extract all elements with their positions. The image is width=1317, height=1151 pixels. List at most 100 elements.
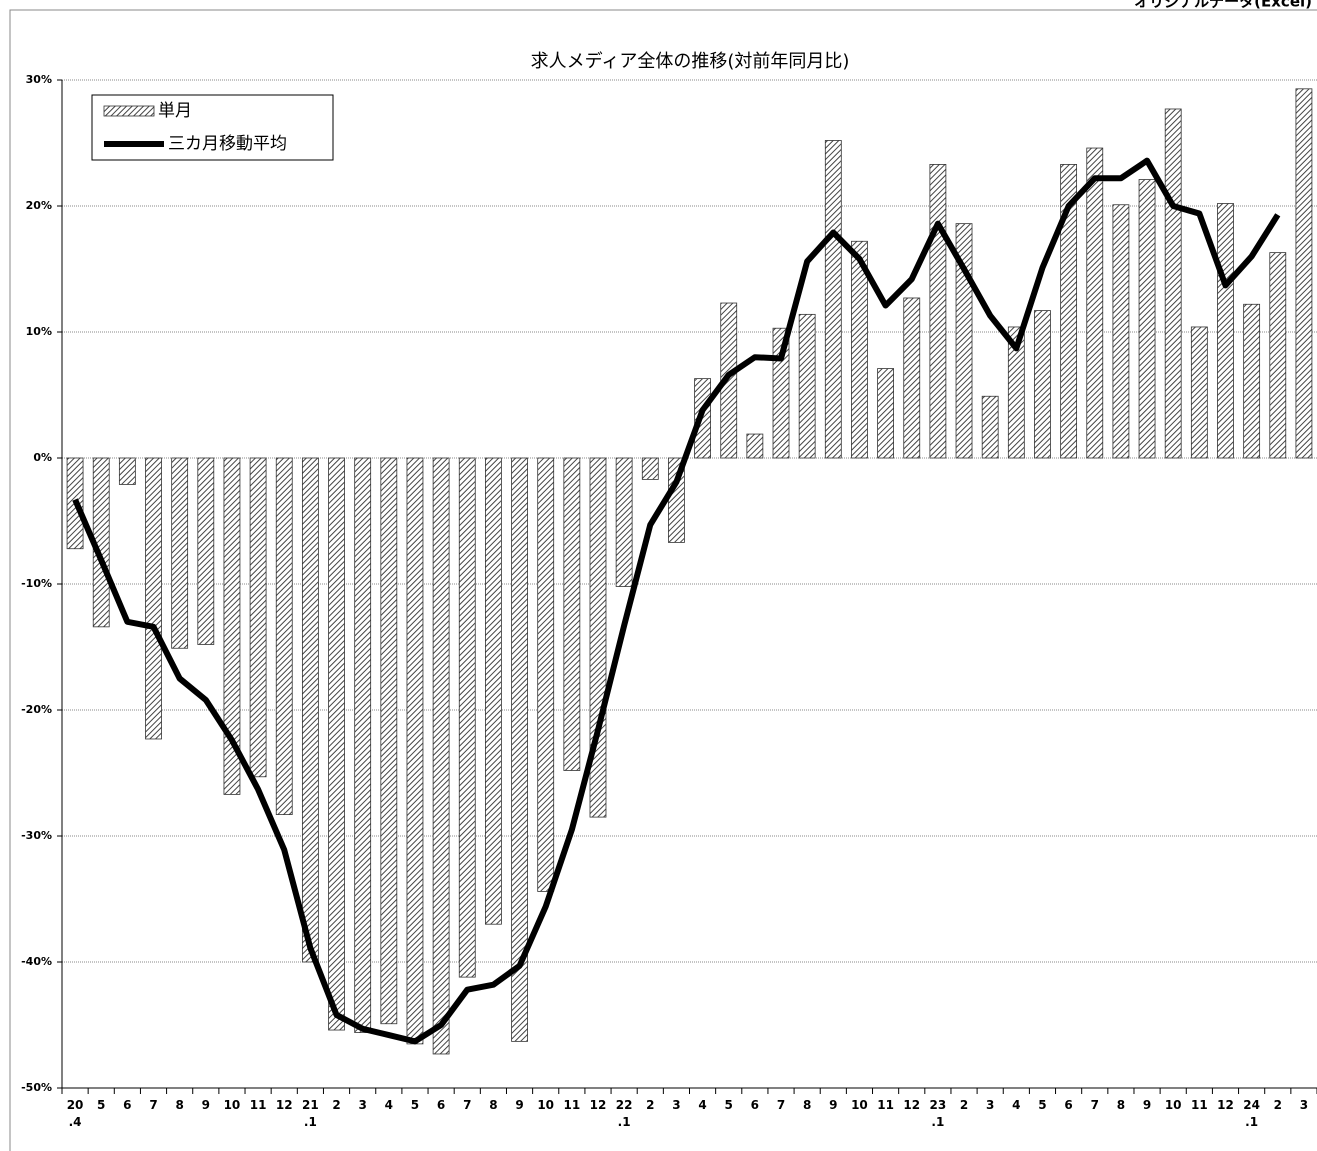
x-tick-label: 2 (959, 1098, 969, 1112)
x-tick-label: 7 (1090, 1098, 1099, 1112)
bar (903, 297, 921, 459)
x-tick-label: 7 (149, 1098, 158, 1112)
x-tick-label: 6 (1064, 1098, 1073, 1112)
bar (720, 302, 738, 459)
x-tick-label: 8 (802, 1098, 812, 1112)
note: オリジナルデータ(Excel) (1134, 0, 1312, 11)
x-tick-label: 10 (223, 1098, 241, 1112)
bar (275, 457, 293, 815)
bar (406, 457, 424, 1045)
bar (301, 457, 319, 963)
x-tick-label: 22 .1 (615, 1098, 633, 1129)
x-tick-label: 10 (1164, 1098, 1182, 1112)
x-tick-label: 2 (332, 1098, 341, 1112)
bar (981, 395, 999, 459)
bar (1243, 303, 1261, 459)
x-tick-label: 8 (489, 1098, 498, 1112)
bar (1217, 203, 1234, 459)
x-tick-label: 3 (985, 1098, 995, 1112)
x-tick-label: 6 (123, 1098, 132, 1112)
bar (223, 457, 241, 795)
y-tick-label: 20% (26, 199, 52, 212)
x-tick-label: 21 .1 (302, 1098, 319, 1129)
x-tick-label: 12 (1217, 1098, 1234, 1112)
x-tick-label: 5 (97, 1098, 106, 1112)
x-tick-label: 7 (463, 1098, 472, 1112)
bar (1190, 326, 1208, 459)
bar (485, 457, 502, 925)
bar (746, 433, 764, 459)
x-tick-label: 9 (201, 1098, 210, 1112)
bar (354, 457, 372, 1033)
bar (1060, 164, 1078, 459)
x-tick-label: 9 (515, 1098, 524, 1112)
x-tick-label: 2 (1273, 1098, 1282, 1112)
x-tick-label: 5 (1038, 1098, 1047, 1112)
x-tick-label: 20 .4 (66, 1098, 84, 1129)
x-tick-label: 12 (589, 1098, 607, 1112)
bar (929, 164, 947, 459)
x-tick-label: 3 (358, 1098, 367, 1112)
chart-frame (9, 9, 1317, 1151)
y-tick-label: -50% (21, 1081, 52, 1094)
bar (171, 457, 189, 649)
chart-title: 求人メディア全体の推移(対前年同月比) (531, 51, 850, 72)
bar (1086, 147, 1104, 459)
legend-swatch (103, 105, 155, 117)
x-tick-label: 5 (724, 1098, 733, 1112)
x-tick-label: 24 .1 (1243, 1098, 1260, 1129)
x-tick-label: 12 (903, 1098, 921, 1112)
legend-box (91, 94, 334, 161)
y-tick-label: -40% (21, 955, 52, 968)
line (72, 157, 1281, 1045)
x-tick-label: 2 (646, 1098, 655, 1112)
bar (511, 457, 528, 1042)
y-tick-label: -20% (21, 703, 52, 716)
bar (589, 457, 607, 818)
bar (1164, 108, 1182, 459)
x-tick-label: 9 (829, 1098, 838, 1112)
y-tick-label: -30% (21, 829, 52, 842)
x-tick-label: 4 (384, 1098, 393, 1112)
x-tick-label: 4 (1012, 1098, 1021, 1112)
bar (1034, 310, 1051, 459)
y-tick-label: 30% (26, 73, 52, 86)
x-tick-label: 12 (275, 1098, 293, 1112)
x-tick-label: 11 (563, 1098, 581, 1112)
legend-label: 単月 (158, 101, 192, 121)
x-tick-label: 10 (851, 1098, 868, 1112)
x-tick-label: 23 .1 (929, 1098, 947, 1129)
y-tick-label: -10% (21, 577, 52, 590)
bar (197, 457, 215, 645)
x-tick-label: 3 (1299, 1098, 1309, 1112)
x-tick-label: 10 (537, 1098, 555, 1112)
bar (877, 368, 894, 459)
x-tick-label: 6 (750, 1098, 760, 1112)
bar (1112, 204, 1130, 459)
x-tick-label: 5 (410, 1098, 420, 1112)
x-tick-label: 8 (1116, 1098, 1126, 1112)
bar (1295, 88, 1313, 459)
x-tick-label: 9 (1142, 1098, 1152, 1112)
bar (851, 240, 868, 459)
bar (432, 457, 450, 1055)
x-tick-label: 4 (698, 1098, 707, 1112)
bar (328, 457, 345, 1031)
bar (118, 457, 136, 485)
bar (380, 457, 398, 1025)
bar (537, 457, 555, 892)
bar (458, 457, 476, 978)
bar (1138, 179, 1156, 459)
x-tick-label: 8 (175, 1098, 184, 1112)
x-tick-label: 3 (672, 1098, 681, 1112)
bar (1007, 326, 1025, 459)
bar (563, 457, 581, 771)
x-tick-label: 6 (436, 1098, 446, 1112)
bar (615, 457, 633, 587)
bar (145, 457, 162, 740)
x-tick-label: 7 (776, 1098, 786, 1112)
y-tick-label: 0% (33, 451, 52, 464)
x-tick-label: 11 (249, 1098, 267, 1112)
